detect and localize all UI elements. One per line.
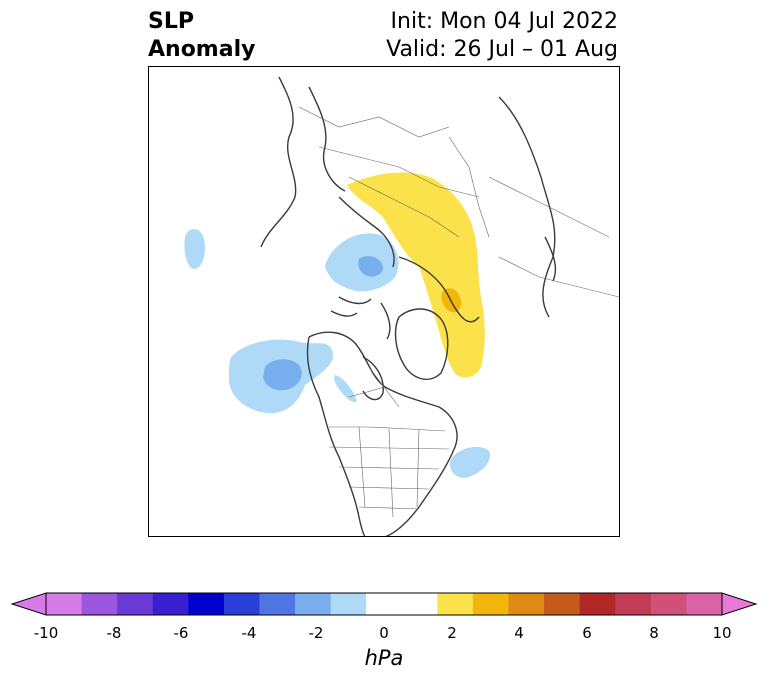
colorbar-segment [295,593,332,615]
borders [298,106,619,518]
colorbar-svg [10,592,758,616]
colorbar-segment [259,593,296,615]
colorbar-segment [437,593,474,615]
coastlines [260,76,557,536]
positive-anomaly-yellow [347,172,485,378]
cbar-tick: -4 [241,624,257,642]
colorbar-segment [46,593,83,615]
colorbar-segment [366,593,403,615]
cbar-tick: 2 [447,624,457,642]
cbar-tick: 6 [582,624,592,642]
colorbar-segment [117,593,154,615]
colorbar-segment [401,593,438,615]
colorbar [10,590,758,624]
map-panel [148,66,620,537]
init-date: Init: Mon 04 Jul 2022 [390,9,618,34]
colorbar-segment [81,593,118,615]
negative-anomaly-canada [334,375,357,403]
negative-anomaly-atlantic [450,446,491,478]
colorbar-segment [223,593,260,615]
map-title-right: Init: Mon 04 Jul 2022 Valid: 26 Jul – 01… [386,8,618,64]
colorbar-segment [152,593,189,615]
coast-europe [260,76,297,248]
negative-anomaly-west [184,228,205,269]
colorbar-extend-high [721,592,758,616]
negative-anomaly-arctic-small [325,263,337,275]
colorbar-segment [330,593,367,615]
coast-hudson [362,356,384,401]
map-title-left: SLP Anomaly [148,8,255,64]
coast-arctic-islands [330,296,372,317]
title-variable-type: Anomaly [148,37,256,62]
coast-europe-2 [308,86,346,192]
colorbar-segment [508,593,545,615]
cbar-tick: -2 [308,624,324,642]
coast-greenland [394,308,449,381]
cbar-tick: -6 [173,624,189,642]
valid-period: Valid: 26 Jul – 01 Aug [386,37,618,62]
colorbar-segment [686,593,723,615]
map-svg [184,76,619,536]
coast-japan [544,236,557,282]
colorbar-segment [188,593,225,615]
colorbar-segment [472,593,510,615]
colorbar-unit-label: hPa [364,646,404,670]
colorbar-segment [544,593,581,615]
cbar-tick: 0 [379,624,389,642]
negative-anomaly-arctic-core [358,256,383,277]
coast-north-america [308,331,458,536]
title-variable: SLP [148,9,194,34]
colorbar-extend-low [10,592,47,616]
coast-baffin [380,302,391,340]
colorbar-segment [615,593,652,615]
coast-asia [398,256,480,323]
cbar-tick: -10 [33,624,59,642]
coast-scandinavia [338,196,395,268]
colorbar-border [45,592,723,616]
colorbar-segment [579,593,616,615]
cbar-tick: -8 [106,624,122,642]
cbar-tick: 4 [514,624,524,642]
cbar-tick: 8 [649,624,659,642]
cbar-tick: 10 [712,624,732,642]
negative-anomaly-pacific-core [263,359,302,391]
colorbar-segment [650,593,687,615]
coast-asia-east [498,96,556,318]
coast-west-na [306,336,366,536]
